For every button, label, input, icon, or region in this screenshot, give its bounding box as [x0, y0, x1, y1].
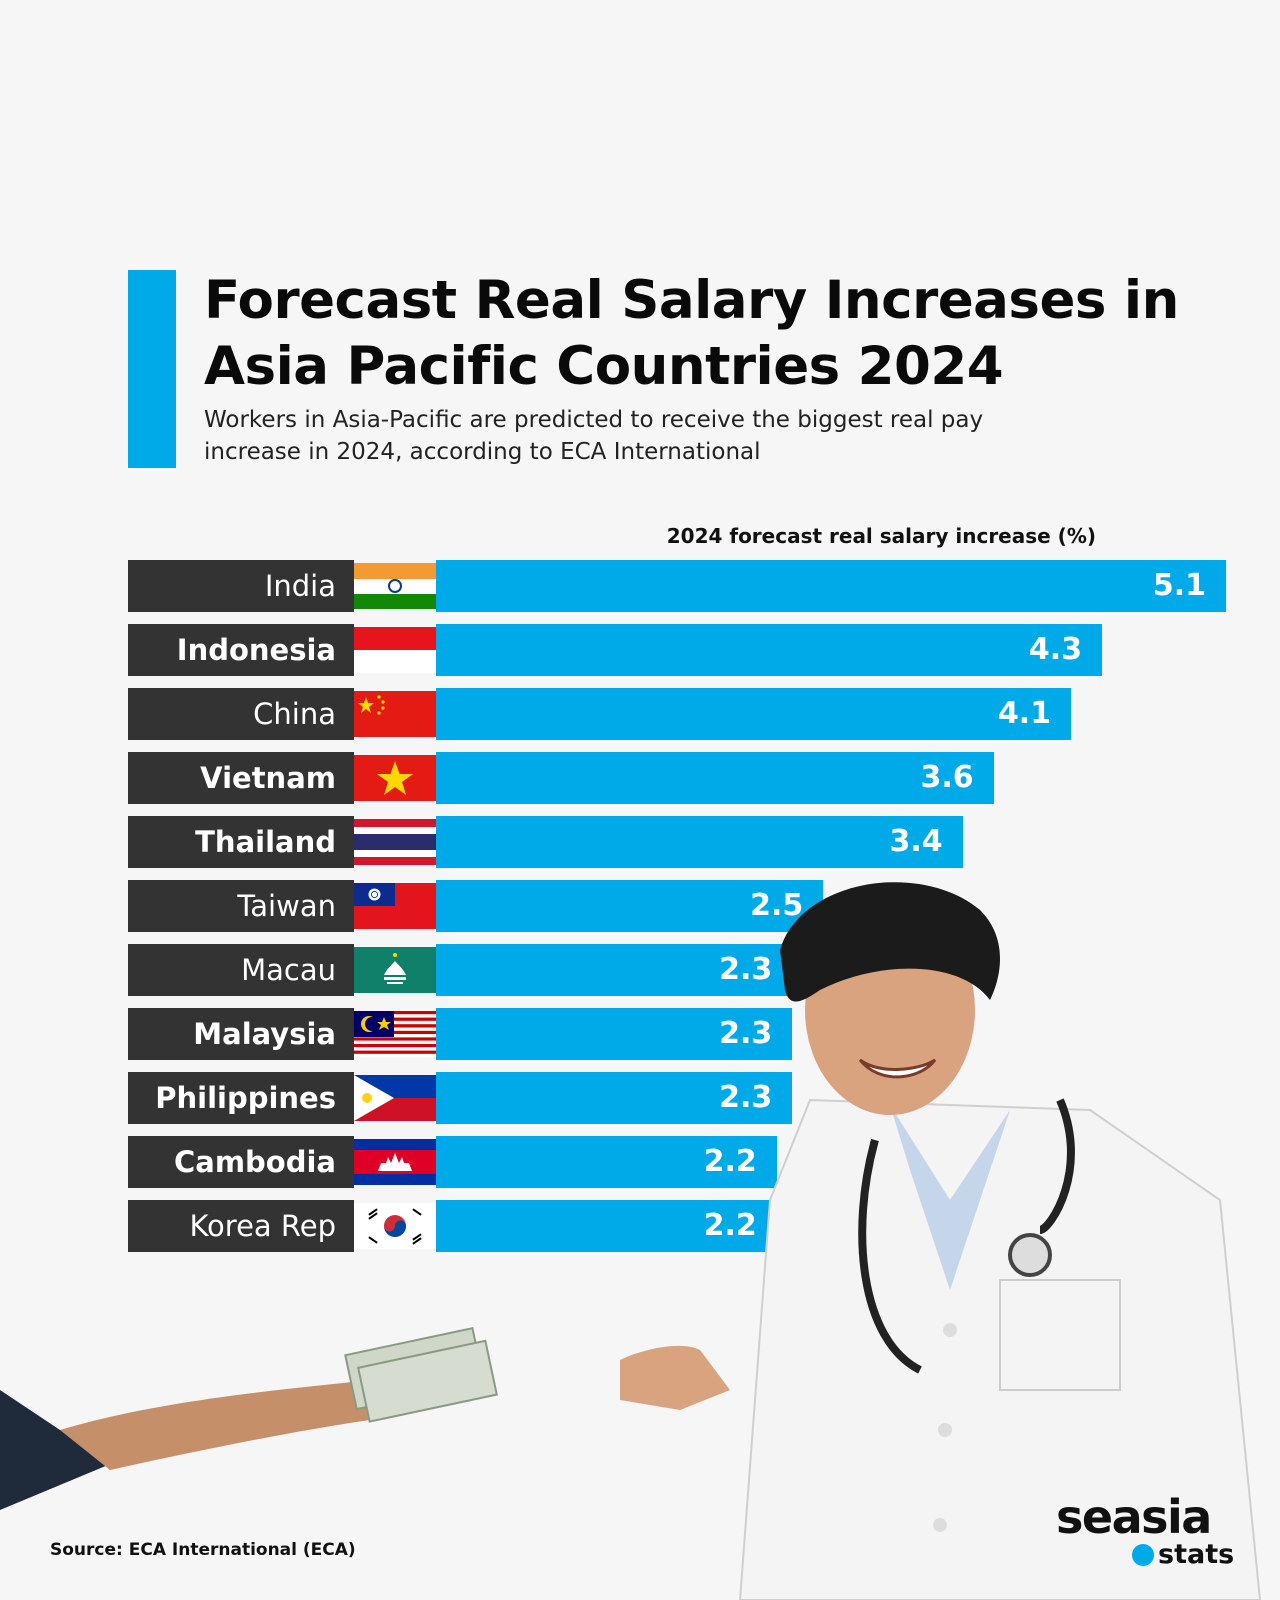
bar: 2.3: [436, 1072, 793, 1124]
value-label: 5.1: [1152, 568, 1206, 603]
value-label: 2.2: [703, 1144, 757, 1179]
bar: 2.2: [436, 1136, 777, 1188]
value-label: 2.5: [750, 888, 804, 923]
bar-row-taiwan: Taiwan 2.5: [128, 880, 1226, 932]
korea-flag-icon: [354, 1203, 436, 1249]
bar: 4.1: [436, 688, 1072, 740]
category-label: China: [128, 688, 354, 740]
taiwan-flag-icon: [354, 883, 436, 929]
cambodia-flag-icon: [354, 1139, 436, 1185]
axis-label: 2024 forecast real salary increase (%): [666, 524, 1096, 548]
macau-flag-icon: [354, 947, 436, 993]
bar: 5.1: [436, 560, 1226, 612]
bar-row-vietnam: Vietnam 3.6: [128, 752, 1226, 804]
bar: 2.5: [436, 880, 824, 932]
china-flag-icon: [354, 691, 436, 737]
value-label: 2.3: [719, 1080, 773, 1115]
bar-row-india: India 5.1: [128, 560, 1226, 612]
bar-row-thailand: Thailand 3.4: [128, 816, 1226, 868]
bar-row-korea-rep: Korea Rep 2.2: [128, 1200, 1226, 1252]
bar-row-china: China 4.1: [128, 688, 1226, 740]
title-accent-bar: [128, 270, 176, 468]
page-subtitle: Workers in Asia-Pacific are predicted to…: [204, 407, 984, 465]
category-label: Thailand: [128, 816, 354, 868]
bar: 3.4: [436, 816, 963, 868]
category-label: Indonesia: [128, 624, 354, 676]
category-label: Vietnam: [128, 752, 354, 804]
doctor-photo: [620, 882, 1262, 1600]
vietnam-flag-icon: [354, 755, 436, 801]
logo-main-text: seasia: [1056, 1490, 1212, 1544]
category-label: Taiwan: [128, 880, 354, 932]
philippines-flag-icon: [354, 1075, 436, 1121]
bar: 4.3: [436, 624, 1103, 676]
value-label: 3.4: [889, 824, 943, 859]
logo-sub-text: stats: [1132, 1540, 1236, 1570]
bar: 2.2: [436, 1200, 777, 1252]
bar-row-cambodia: Cambodia 2.2: [128, 1136, 1226, 1188]
page-title: Forecast Real Salary Increases in Asia P…: [204, 270, 1179, 397]
money-hand-photo: [0, 1326, 498, 1510]
category-label: Philippines: [128, 1072, 354, 1124]
bar: 2.3: [436, 944, 793, 996]
bar-row-philippines: Philippines 2.3: [128, 1072, 1226, 1124]
india-flag-icon: [354, 563, 436, 609]
category-label: Malaysia: [128, 1008, 354, 1060]
value-label: 2.3: [719, 1016, 773, 1051]
bar-row-macau: Macau 2.3: [128, 944, 1226, 996]
value-label: 4.3: [1028, 632, 1083, 667]
category-label: India: [128, 560, 354, 612]
category-label: Korea Rep: [128, 1200, 354, 1252]
category-label: Macau: [128, 944, 354, 996]
value-label: 2.3: [719, 952, 773, 987]
value-label: 3.6: [920, 760, 974, 795]
source-note: Source: ECA International (ECA): [50, 1540, 356, 1560]
bar: 3.6: [436, 752, 994, 804]
thailand-flag-icon: [354, 819, 436, 865]
seasia-stats-logo: seasia stats: [1056, 1494, 1236, 1570]
value-label: 4.1: [997, 696, 1052, 731]
malaysia-flag-icon: [354, 1011, 436, 1057]
category-label: Cambodia: [128, 1136, 354, 1188]
bar-row-indonesia: Indonesia 4.3: [128, 624, 1226, 676]
logo-sub-label: stats: [1158, 1539, 1235, 1570]
bar: 2.3: [436, 1008, 793, 1060]
indonesia-flag-icon: [354, 627, 436, 673]
logo-dot-icon: [1132, 1544, 1154, 1566]
bar-row-malaysia: Malaysia 2.3: [128, 1008, 1226, 1060]
value-label: 2.2: [703, 1208, 757, 1243]
